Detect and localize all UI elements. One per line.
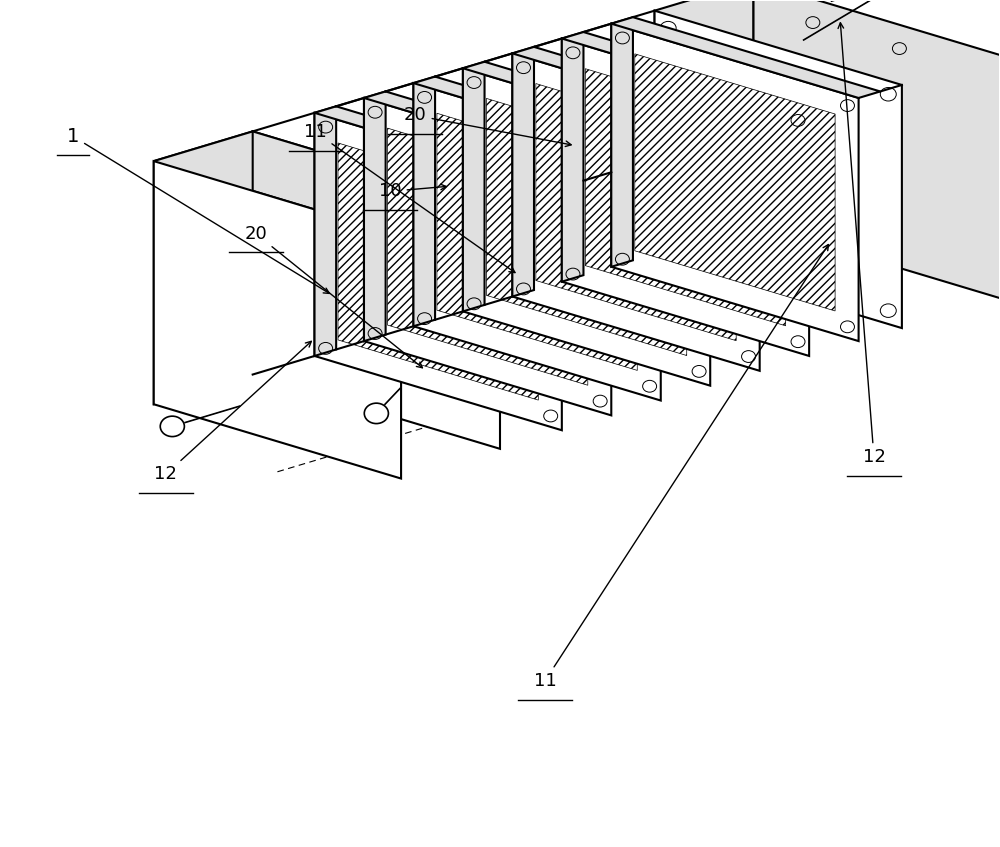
Polygon shape xyxy=(463,62,485,312)
Polygon shape xyxy=(486,98,687,356)
Polygon shape xyxy=(655,0,753,254)
Polygon shape xyxy=(364,91,633,172)
Polygon shape xyxy=(655,11,902,328)
Polygon shape xyxy=(253,131,500,449)
Text: 10: 10 xyxy=(379,182,446,201)
Polygon shape xyxy=(611,17,880,98)
Polygon shape xyxy=(562,32,583,282)
Polygon shape xyxy=(611,17,633,267)
Polygon shape xyxy=(562,38,809,356)
Polygon shape xyxy=(437,113,637,370)
Circle shape xyxy=(160,416,184,436)
Polygon shape xyxy=(154,131,253,404)
Polygon shape xyxy=(512,53,760,371)
Polygon shape xyxy=(413,76,435,326)
Polygon shape xyxy=(413,76,682,158)
Polygon shape xyxy=(315,113,562,430)
Polygon shape xyxy=(512,47,534,296)
Text: 1: 1 xyxy=(67,127,329,293)
Text: 12: 12 xyxy=(154,341,311,483)
Text: 11: 11 xyxy=(304,124,515,273)
Polygon shape xyxy=(463,62,732,142)
Polygon shape xyxy=(512,47,781,128)
Polygon shape xyxy=(753,0,1000,298)
Polygon shape xyxy=(413,83,661,401)
Polygon shape xyxy=(315,107,583,187)
Text: 12: 12 xyxy=(838,23,885,466)
Polygon shape xyxy=(387,128,588,385)
Polygon shape xyxy=(635,54,835,311)
Polygon shape xyxy=(154,161,401,479)
Polygon shape xyxy=(364,98,611,415)
Polygon shape xyxy=(536,84,736,340)
Polygon shape xyxy=(338,143,538,400)
Polygon shape xyxy=(154,131,500,235)
Polygon shape xyxy=(611,24,859,341)
Polygon shape xyxy=(562,32,831,113)
Circle shape xyxy=(779,125,803,145)
Text: 20: 20 xyxy=(244,224,422,368)
Polygon shape xyxy=(364,91,386,341)
Text: 11: 11 xyxy=(534,245,828,690)
Polygon shape xyxy=(315,107,336,356)
Polygon shape xyxy=(463,69,710,385)
Circle shape xyxy=(364,403,388,424)
Polygon shape xyxy=(585,69,786,326)
Text: 20: 20 xyxy=(404,107,571,147)
